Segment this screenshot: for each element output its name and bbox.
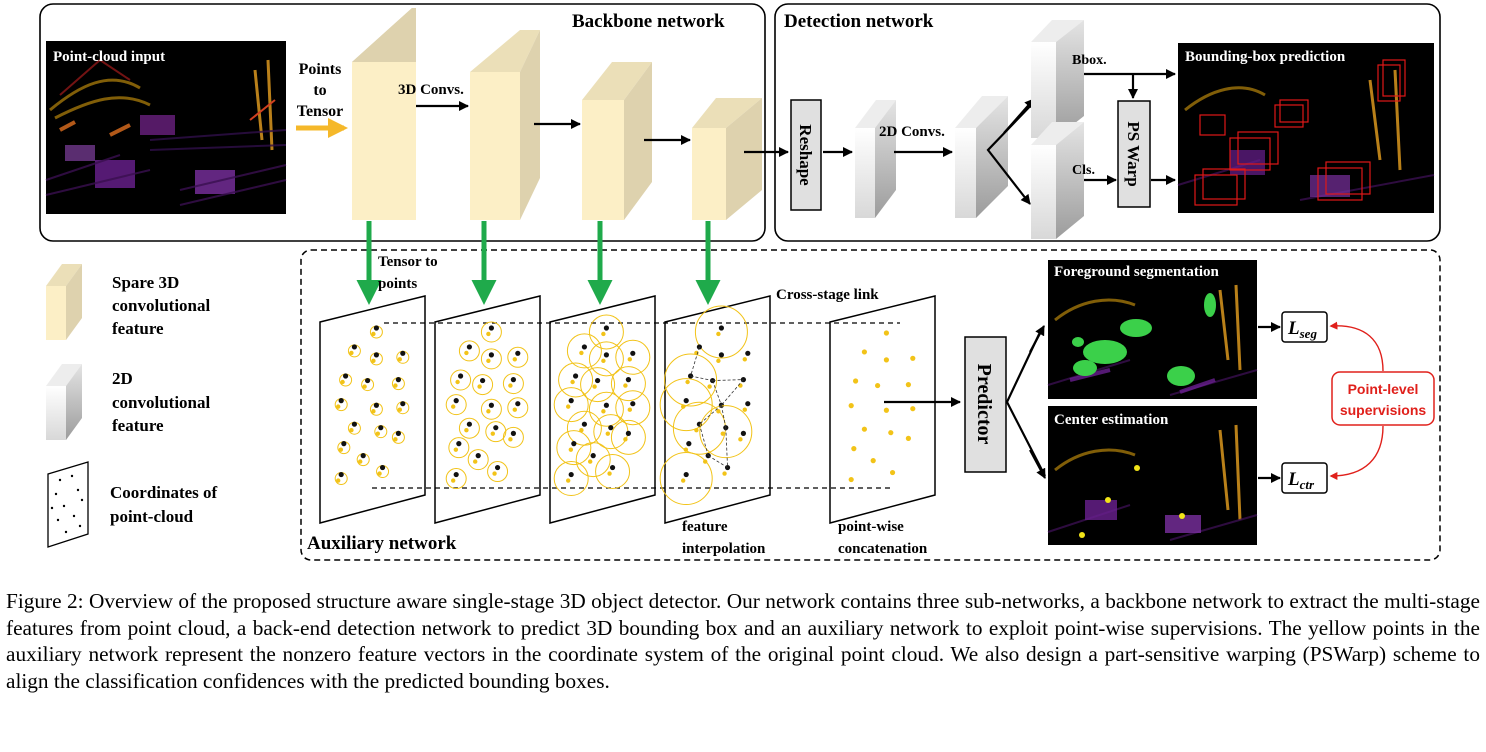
architecture-diagram: Backbone network Point-cloud input Point…	[39, 3, 1441, 561]
predictor-branch-lines	[1005, 327, 1046, 477]
plane-points-layer	[334, 305, 916, 506]
pointwise-concat-line2: concatenation	[838, 541, 928, 557]
points-to-tensor-line1: Points	[299, 61, 342, 78]
detection-title: Detection network	[784, 11, 934, 32]
feature-interpolation-line2: interpolation	[682, 541, 766, 557]
point-cloud-input-label: Point-cloud input	[53, 49, 165, 65]
conv2d-label: 2D Convs.	[879, 124, 945, 140]
arrow-to-center	[1029, 449, 1046, 479]
supervision-line2: supervisions	[1340, 402, 1427, 418]
auxiliary-title: Auxiliary network	[307, 533, 457, 554]
supervision-box	[1331, 371, 1435, 426]
points-to-tensor-line2: to	[313, 82, 326, 99]
dense-feature-block-cls	[1031, 122, 1084, 239]
foreground-segmentation-label: Foreground segmentation	[1054, 264, 1220, 280]
pswarp-box	[1117, 100, 1151, 208]
legend-coords-line2: point-cloud	[110, 507, 194, 526]
legend-sparse-swatch	[46, 264, 82, 340]
legend-coords-line1: Coordinates of	[110, 483, 218, 502]
legend-dense-line2: convolutional	[112, 393, 211, 412]
loss-seg-box	[1281, 311, 1328, 343]
legend-coords-swatch	[47, 461, 89, 548]
arrow-to-segmentation	[1029, 325, 1045, 353]
predictor-box	[964, 336, 1007, 473]
dense-feature-block-bbox	[1031, 20, 1084, 138]
loss-ctr-box	[1281, 462, 1328, 494]
tensor-to-points-line2: points	[378, 276, 417, 292]
reshape-label: Reshape	[796, 124, 815, 186]
legend-sparse-line2: convolutional	[112, 296, 211, 315]
branch-arrow-bbox	[1003, 98, 1035, 134]
pointwise-concat-line1: point-wise	[838, 519, 904, 535]
sparse-feature-block-2	[470, 30, 540, 220]
supervision-line1: Point-level	[1348, 381, 1419, 397]
branch-arrow-cls	[986, 99, 1037, 205]
dense-feature-block-1	[855, 100, 896, 218]
loss-seg: Lseg	[1287, 318, 1317, 341]
legend-dense-line3: feature	[112, 416, 164, 435]
predictor-label: Predictor	[973, 364, 995, 445]
sparse-feature-block-3	[582, 62, 652, 220]
point-cloud-input-image	[45, 41, 287, 214]
center-estimation-label: Center estimation	[1054, 412, 1169, 428]
legend-sparse-line1: Spare 3D	[112, 273, 179, 292]
bounding-box-prediction-image	[1177, 43, 1435, 213]
feature-interpolation-line1: feature	[682, 519, 728, 535]
legend-dense-line1: 2D	[112, 369, 133, 388]
reshape-box	[790, 99, 822, 211]
legend-sparse-line3: feature	[112, 319, 164, 338]
center-estimation-image	[1047, 406, 1258, 545]
detection-network-box	[774, 3, 1441, 242]
legend-dense-swatch	[46, 364, 82, 440]
foreground-segmentation-image	[1047, 260, 1258, 399]
supervision-arrow-seg	[1329, 321, 1384, 372]
dense-feature-block-2	[955, 96, 1008, 218]
supervision-arrow-ctr	[1329, 425, 1384, 480]
sparse-feature-block-4	[692, 98, 762, 220]
backbone-network-box	[39, 3, 766, 242]
loss-ctr: Lctr	[1287, 469, 1315, 492]
sparse-feature-block-1	[352, 8, 416, 220]
conv3d-label: 3D Convs.	[398, 82, 464, 98]
tensor-to-points-line1: Tensor to	[378, 254, 438, 270]
bbox-branch-label: Bbox.	[1072, 53, 1107, 68]
bbox-prediction-label: Bounding-box prediction	[1185, 49, 1346, 65]
point-plane-concat	[829, 295, 936, 524]
points-to-tensor-line3: Tensor	[297, 103, 344, 120]
backbone-title: Backbone network	[572, 11, 725, 32]
pswarp-label: PS Warp	[1124, 121, 1143, 186]
cls-branch-label: Cls.	[1072, 163, 1095, 178]
cross-stage-link-label: Cross-stage link	[776, 287, 879, 303]
figure-caption: Figure 2: Overview of the proposed struc…	[6, 589, 1480, 693]
